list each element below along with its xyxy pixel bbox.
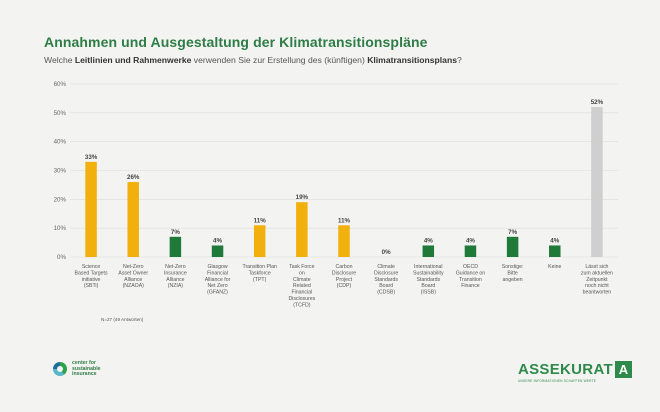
- y-tick-label: 20%: [54, 196, 67, 203]
- assekurata-wordmark: ASSEKURAT: [518, 361, 613, 378]
- x-category-label: Carbon Disclosure Project (CDP): [332, 264, 356, 289]
- x-category-label: Transition Plan Taskforce (TPT): [242, 264, 277, 283]
- assekurata-tagline: UNSERE INFORMATIONEN SCHAFFEN WERTE: [518, 379, 597, 383]
- logo-line-3: insurance: [72, 371, 97, 378]
- data-label: 0%: [382, 249, 391, 256]
- bar: [85, 161, 97, 257]
- center-for-sustainable-insurance-logo: center for sustainable insurance: [53, 360, 101, 378]
- data-label: 4%: [424, 237, 433, 244]
- assekurata-a-box: A: [614, 361, 632, 378]
- x-category-label: Sonstige: Bitte angeben: [502, 264, 524, 283]
- x-category-label: Net-Zero Asset Owner Alliance (NZAOA): [118, 264, 148, 289]
- x-category-label: International Sustainability Standards Boar…: [413, 264, 444, 296]
- bar: [253, 225, 266, 257]
- data-label: 33%: [85, 154, 98, 161]
- data-label: 26%: [127, 174, 140, 181]
- logo-line-1: center for: [72, 360, 96, 366]
- data-label: 52%: [591, 99, 604, 106]
- data-label: 4%: [213, 237, 222, 244]
- x-category-label: Net-Zero Insurance Alliance (NZIA): [164, 264, 187, 289]
- bar: [549, 245, 561, 257]
- bar: [211, 245, 224, 257]
- data-label: 4%: [550, 237, 559, 244]
- bar: [591, 107, 603, 257]
- chart-subtitle: Welche Leitlinien und Rahmenwerke verwen…: [44, 55, 462, 65]
- y-tick-label: 0%: [57, 254, 66, 261]
- x-category-label: Task Force on Climate Related Financial Discl…: [288, 264, 315, 308]
- y-tick-label: 40%: [54, 139, 67, 146]
- bar: [422, 245, 435, 257]
- data-label: 7%: [171, 229, 180, 236]
- data-label: 11%: [338, 217, 351, 224]
- logo-circle-icon: [53, 362, 67, 377]
- bar: [464, 245, 477, 257]
- data-label: 4%: [466, 237, 475, 244]
- bar: [506, 236, 519, 257]
- x-category-label: OECD Guidance on Transition Finance: [456, 264, 486, 289]
- bar: [169, 236, 182, 257]
- bar: [338, 225, 350, 257]
- sample-size-note: N=27 (49 Antworten): [101, 317, 144, 322]
- logo-line-2: sustainable: [72, 365, 101, 372]
- x-category-label: Keine: [548, 264, 561, 270]
- data-label: 19%: [296, 194, 309, 201]
- x-category-label: Lässt sich zum aktuellen Zeitpunkt noch nic…: [581, 264, 613, 296]
- x-category-label: Glasgow Financial Alliance for Net Zero (GFA…: [205, 264, 231, 296]
- y-tick-label: 30%: [54, 168, 67, 175]
- x-category-label: Science Based Targets initiative (SBTi): [75, 264, 108, 289]
- bar: [296, 202, 308, 257]
- data-label: 7%: [508, 229, 517, 236]
- bar: [127, 182, 139, 257]
- chart-title: Annahmen und Ausgestaltung der Klimatran…: [44, 34, 428, 50]
- y-tick-label: 50%: [54, 110, 67, 117]
- y-tick-label: 10%: [54, 225, 67, 232]
- data-label: 11%: [254, 217, 267, 224]
- x-category-label: Climate Disclosure Standards Board (CDSB): [374, 264, 398, 296]
- assekurata-logo: ASSEKURAT A UNSERE INFORMATIONEN SCHAFFE…: [518, 361, 632, 383]
- y-tick-label: 60%: [54, 81, 67, 88]
